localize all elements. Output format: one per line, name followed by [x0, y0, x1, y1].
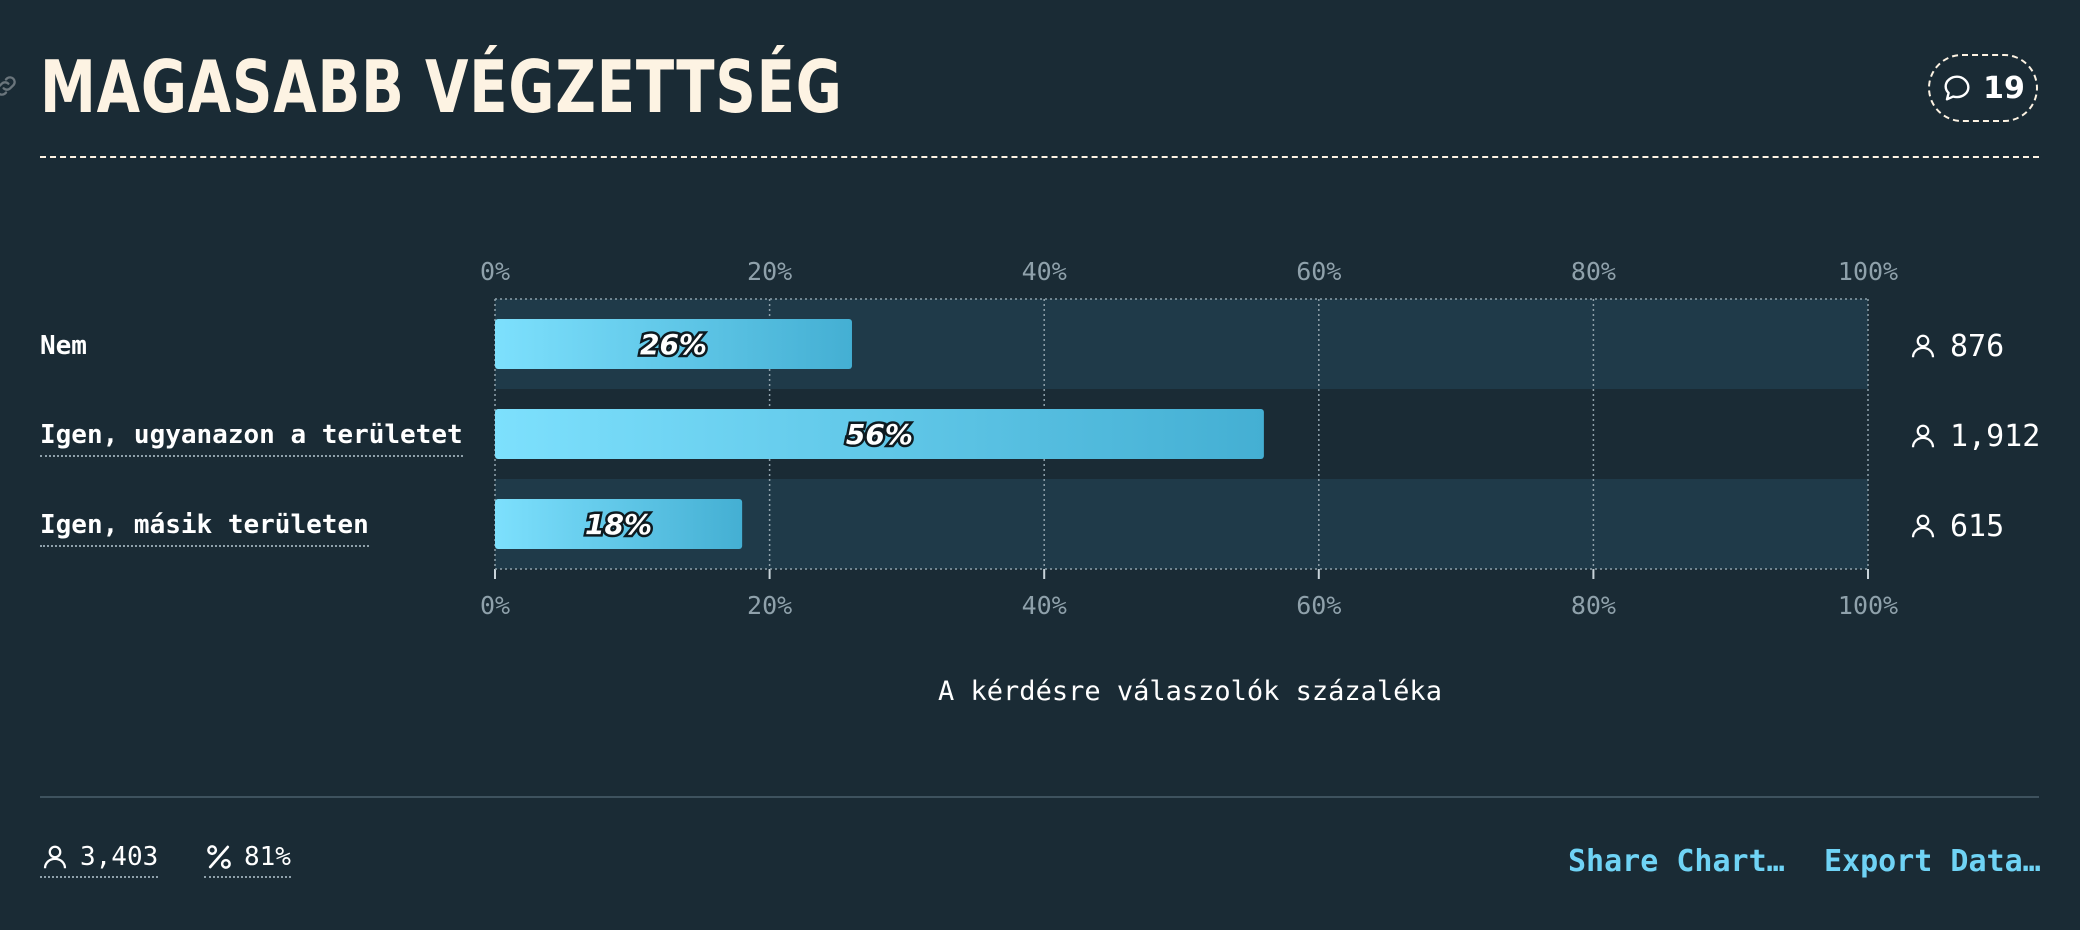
category-label-igen-masik[interactable]: Igen, másik területen: [40, 507, 369, 547]
respondent-count-igen-ugyanazon: 1,912: [1908, 416, 2040, 456]
bar-value-label: 56%: [846, 418, 913, 451]
response-rate-value: 81%: [244, 842, 291, 872]
tick-label-top: 80%: [1571, 257, 1616, 286]
person-icon: [43, 845, 67, 869]
respondent-count-value: 1,912: [1950, 418, 2041, 454]
response-rate[interactable]: 81%: [204, 842, 291, 878]
respondent-count-value: 876: [1950, 328, 2005, 364]
tick-label-top: 60%: [1296, 257, 1341, 286]
tick-label-bottom: 60%: [1296, 591, 1341, 620]
total-respondents-value: 3,403: [80, 842, 159, 872]
tick-label-bottom: 40%: [1022, 591, 1067, 620]
tick-label-bottom: 0%: [480, 591, 510, 620]
comment-count: 19: [1983, 70, 2025, 106]
category-label-nem: Nem: [40, 331, 87, 361]
bar-value-label: 18%: [585, 508, 652, 541]
chart-title: MAGASABB VÉGZETTSÉG: [40, 45, 843, 129]
tick-label-bottom: 80%: [1571, 591, 1616, 620]
export-data-link[interactable]: Export Data…: [1824, 844, 2041, 879]
bar[interactable]: [495, 499, 743, 549]
person-icon: [1911, 514, 1935, 538]
tick-label-top: 0%: [480, 257, 510, 286]
speech-bubble-icon: [1944, 75, 1970, 101]
tick-label-top: 100%: [1838, 257, 1898, 286]
person-icon: [1911, 424, 1935, 448]
person-icon: [1911, 334, 1935, 358]
respondent-count-value: 615: [1950, 508, 2005, 544]
respondent-count-igen-masik: 615: [1908, 506, 2004, 546]
percent-icon: [207, 845, 231, 869]
footer-divider: [40, 796, 2039, 798]
category-label-igen-ugyanazon[interactable]: Igen, ugyanazon a területet: [40, 417, 463, 457]
tick-label-top: 20%: [747, 257, 792, 286]
share-chart-link[interactable]: Share Chart…: [1568, 844, 1785, 879]
respondent-count-nem: 876: [1908, 326, 2004, 366]
link-icon[interactable]: [0, 72, 20, 100]
bar[interactable]: [495, 319, 852, 369]
tick-label-bottom: 20%: [747, 591, 792, 620]
comments-button[interactable]: 19: [1928, 54, 2038, 122]
tick-label-top: 40%: [1022, 257, 1067, 286]
bar[interactable]: [495, 409, 1264, 459]
title-divider: [40, 156, 2039, 158]
tick-label-bottom: 100%: [1838, 591, 1898, 620]
bar-value-label: 26%: [640, 328, 707, 361]
x-axis-title: A kérdésre válaszolók százaléka: [938, 676, 1442, 707]
total-respondents[interactable]: 3,403: [40, 842, 159, 878]
